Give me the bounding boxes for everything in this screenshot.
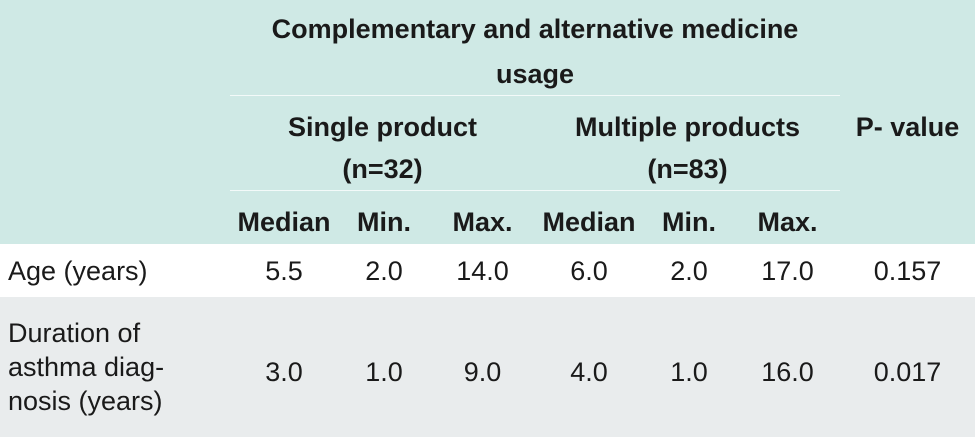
subheader-median: Median (237, 207, 331, 237)
header-divider (230, 190, 840, 191)
cell-value: 3.0 (265, 357, 303, 387)
subheader-min: Min. (662, 207, 716, 237)
cell-value: 1.0 (365, 357, 403, 387)
table-row (0, 244, 975, 297)
cell-value: 17.0 (761, 255, 814, 286)
cell-value: 1.0 (670, 357, 708, 387)
multiple-products-n: (n=83) (647, 154, 728, 184)
p-value-header: P- value (855, 112, 960, 142)
single-product-n: (n=32) (342, 154, 423, 184)
header-divider (230, 95, 840, 96)
cell-value: 2.0 (670, 255, 708, 286)
cell-value: 2.0 (365, 255, 403, 286)
table-header (0, 0, 975, 244)
row-label: Age (years) (8, 255, 148, 286)
group-header-line1: Complementary and alternative medicine (271, 14, 799, 44)
p-value: 0.017 (873, 357, 942, 387)
subheader-median: Median (542, 207, 636, 237)
cell-value: 6.0 (570, 255, 608, 286)
cell-value: 14.0 (456, 255, 509, 286)
subheader-max: Max. (757, 207, 818, 237)
cell-value: 5.5 (265, 255, 303, 286)
group-header-line2: usage (495, 59, 575, 89)
cell-value: 9.0 (463, 357, 502, 387)
subheader-max: Max. (452, 207, 513, 237)
p-value: 0.157 (873, 255, 942, 286)
multiple-products-header: Multiple products (575, 112, 800, 142)
subheader-min: Min. (357, 207, 411, 237)
table-row (0, 297, 975, 437)
cell-value: 4.0 (570, 357, 608, 387)
row-label: Duration of asthma diag- nosis (years) (8, 318, 165, 416)
cell-value: 16.0 (761, 357, 814, 387)
single-product-header: Single product (288, 112, 477, 142)
data-table: Complementary and alternative medicine u… (0, 0, 975, 437)
